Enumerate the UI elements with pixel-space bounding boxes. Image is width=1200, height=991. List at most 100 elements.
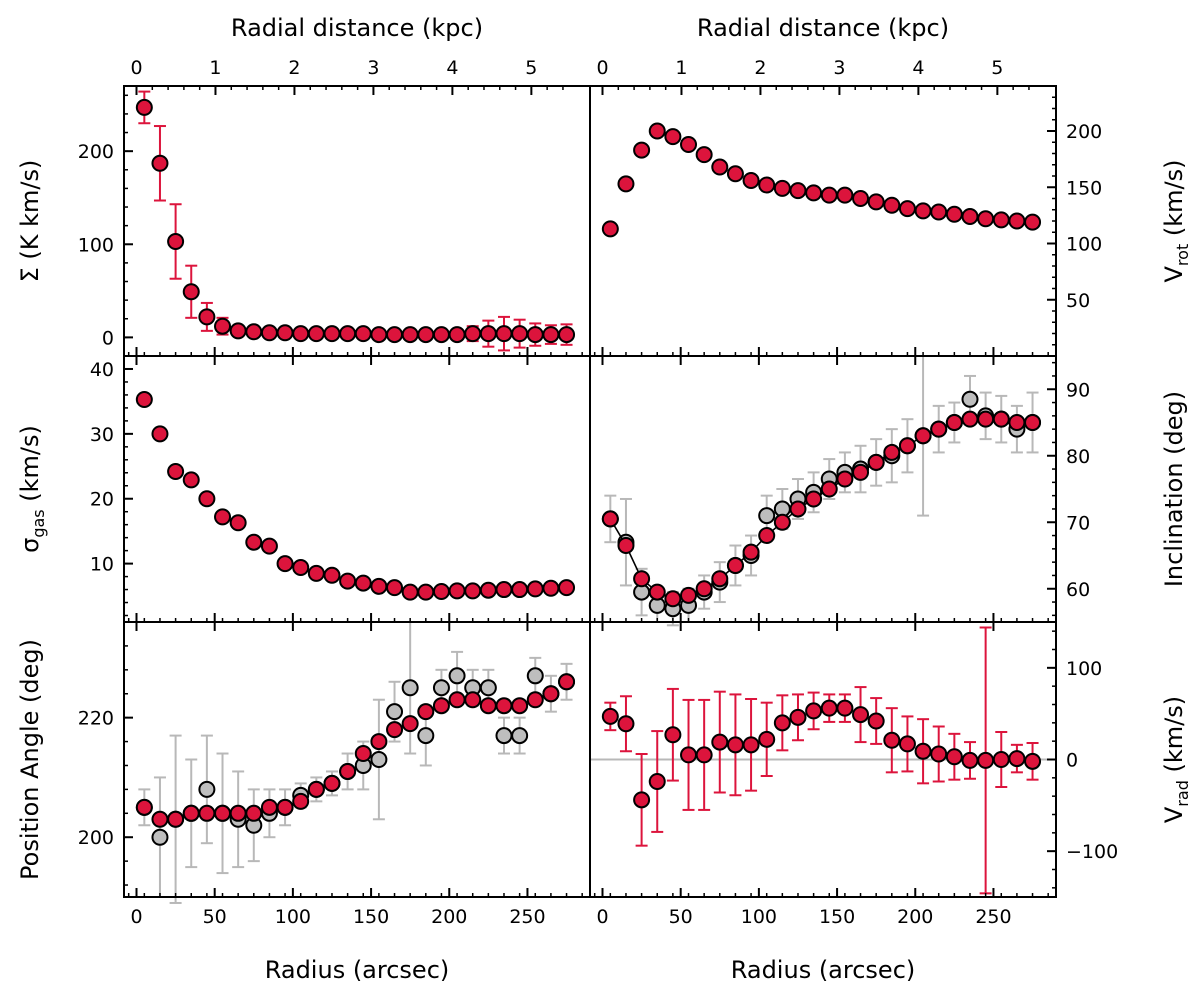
data-point [898, 735, 916, 753]
data-point [1008, 414, 1026, 431]
data-point [276, 324, 294, 342]
data-point [1008, 750, 1026, 768]
data-point [961, 751, 979, 769]
data-point [167, 232, 185, 250]
data-point [386, 579, 404, 597]
data-point [135, 390, 153, 408]
data-point [292, 792, 310, 810]
kpc-tick-label: 3 [833, 57, 845, 79]
data-point [245, 323, 263, 341]
data-point [601, 220, 619, 238]
y-tick-label: 80 [1066, 446, 1090, 468]
kpc-tick-label: 5 [991, 57, 1003, 79]
bottom-axis-label-right: Radius (arcsec) [731, 956, 916, 984]
x-tick-label: 100 [275, 906, 311, 928]
kpc-tick-label: 1 [675, 57, 687, 79]
data-point [789, 182, 807, 200]
data-point [526, 667, 544, 685]
data-point [773, 714, 791, 732]
data-point [805, 490, 823, 508]
series-position_angle-0 [135, 621, 576, 904]
series-sigma_gas-0 [135, 390, 576, 601]
data-point [511, 697, 529, 715]
data-point [307, 780, 325, 798]
y-axis-label-suffix: (km/s) [1160, 696, 1188, 780]
data-point [401, 679, 419, 697]
data-point [401, 715, 419, 733]
data-point [479, 697, 497, 715]
y-tick-label: 0 [1066, 750, 1078, 772]
data-point [417, 326, 435, 344]
data-point [464, 691, 482, 709]
x-tick-label: 250 [509, 906, 545, 928]
data-point [1008, 212, 1026, 230]
data-point [977, 751, 995, 769]
y-axis-label-sigma_gas: σgas (km/s) [16, 425, 48, 553]
data-point [167, 810, 185, 828]
data-point [432, 583, 450, 601]
data-point [401, 583, 419, 601]
data-point [773, 179, 791, 197]
data-point [961, 410, 979, 428]
data-point [914, 742, 932, 760]
data-point [648, 122, 666, 140]
data-point [742, 172, 760, 189]
y-tick-label: 60 [1066, 579, 1090, 601]
series-vrot-0 [601, 122, 1042, 238]
data-point [307, 325, 325, 343]
data-point [852, 190, 870, 207]
y-tick-label: 100 [78, 234, 114, 256]
bottom-axis-labels: Radius (arcsec) Radius (arcsec) [265, 956, 916, 984]
data-point [511, 727, 529, 745]
data-point [633, 141, 651, 159]
data-point [260, 537, 278, 555]
y-axis-label-suffix: (km/s) [16, 425, 44, 509]
data-point [977, 410, 995, 428]
kpc-tick-label: 4 [912, 57, 924, 79]
y-axis-label-suffix: (km/s) [1160, 160, 1188, 244]
data-point [542, 579, 560, 597]
data-point [526, 580, 544, 598]
data-point [836, 699, 854, 717]
data-point [245, 533, 263, 551]
data-point [633, 570, 651, 588]
data-point [617, 175, 635, 193]
data-point [276, 798, 294, 816]
data-point [992, 211, 1010, 229]
y-axis-label-position_angle: Position Angle (deg) [16, 639, 44, 880]
data-point [464, 582, 482, 600]
x-tick-label: 50 [203, 906, 227, 928]
x-tick-label: 100 [741, 906, 777, 928]
data-point [511, 581, 529, 599]
data-point [526, 326, 544, 344]
data-point [680, 746, 698, 764]
data-point [229, 322, 247, 340]
data-point [417, 727, 435, 745]
data-point [742, 543, 760, 561]
panel-inclination: 60 70 80 90 Inclination (deg) [589, 355, 1188, 627]
data-point [370, 326, 388, 344]
data-point [789, 500, 807, 518]
data-point [229, 514, 247, 532]
series-position_angle-1 [135, 673, 576, 828]
y-tick-label: 90 [1066, 379, 1090, 401]
data-point [820, 186, 838, 204]
data-point [867, 193, 885, 211]
data-point [664, 128, 682, 146]
data-point [182, 471, 200, 489]
data-point [852, 463, 870, 481]
data-point [479, 325, 497, 343]
kpc-tick-label: 3 [367, 57, 379, 79]
data-point [479, 581, 497, 599]
data-point [182, 804, 200, 822]
y-tick-label: 200 [78, 141, 114, 163]
data-point [151, 810, 169, 828]
data-point [558, 673, 576, 691]
data-point [1024, 752, 1042, 770]
x-tick-label: 150 [353, 906, 389, 928]
kpc-tick-label: 2 [754, 57, 766, 79]
data-point [977, 210, 995, 228]
panel-vrad: −100 0 100 0 50 100 150 200 250 Vrad (km/s) [589, 621, 1192, 928]
y-tick-label: 30 [90, 424, 114, 446]
data-point [805, 184, 823, 202]
